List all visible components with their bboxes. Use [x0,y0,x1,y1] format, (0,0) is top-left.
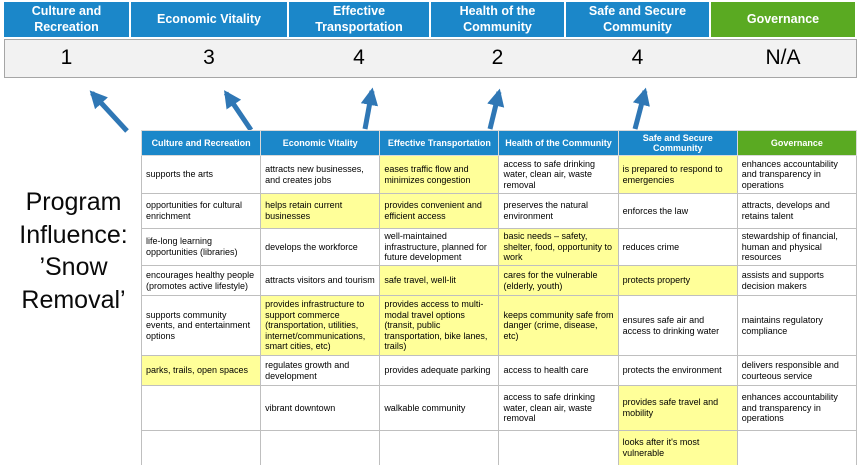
matrix-cell-r2-c6: attracts, develops and retains talent [736,193,858,229]
matrix-cell-r5-c1: supports community events, and entertain… [140,295,262,356]
page-title: Program Influence: ’Snow Removal’ [19,188,128,314]
matrix-cell-r5-c3: provides access to multi-modal travel op… [379,295,500,356]
matrix-cell-r6-c6: delivers responsible and courteous servi… [736,355,858,386]
matrix-cell-r5-c2: provides infrastructure to support comme… [260,295,381,356]
matrix-cell-r1-c4: access to safe drinking water, clean air… [498,155,619,194]
matrix-cell-r4-c3: safe travel, well-lit [379,265,500,296]
matrix-header-economic-vitality: Economic Vitality [260,130,381,156]
matrix-cell-r8-c5: looks after it's most vulnerable [617,430,738,465]
matrix-cell-r7-c5: provides safe travel and mobility [617,385,738,431]
arrow-up-economic-icon [223,90,254,132]
matrix-cell-r3-c2: develops the workforce [260,228,381,266]
matrix-cell-r7-c4: access to safe drinking water, clean air… [498,385,619,431]
matrix-cell-r8-c3 [379,430,500,465]
matrix-header-safe-and-secure-community: Safe and Secure Community [617,130,738,156]
influence-matrix: Culture and Recreation Economic Vitality E… [140,130,858,465]
matrix-cell-r3-c3: well-maintained infrastructure, planned … [379,228,500,266]
matrix-cell-r1-c2: attracts new businesses, and creates job… [260,155,381,194]
matrix-cell-r3-c6: stewardship of financial, human and phys… [736,228,858,266]
matrix-row-8: looks after it's most vulnerable [140,430,858,465]
score-governance: N/A [765,46,801,69]
matrix-cell-r6-c2: regulates growth and development [260,355,381,386]
matrix-cell-r8-c6 [736,430,858,465]
matrix-cell-r8-c1 [140,430,262,465]
matrix-row-1: supports the arts attracts new businesses… [140,155,858,194]
matrix-cell-r8-c2 [260,430,381,465]
arrow-up-safe-icon [632,87,650,130]
matrix-row-5: supports community events, and entertain… [140,295,858,356]
matrix-cell-r5-c4: keeps community safe from danger (crime,… [498,295,619,356]
matrix-header-effective-transportation: Effective Transportation [379,130,500,156]
matrix-cell-r3-c5: reduces crime [617,228,738,266]
matrix-cell-r1-c1: supports the arts [140,155,262,194]
matrix-cell-r2-c2: helps retain current businesses [260,193,381,229]
matrix-row-7: vibrant downtown walkable community access… [140,385,858,431]
matrix-cell-r4-c1: encourages healthy people (promotes acti… [140,265,262,296]
matrix-cell-r6-c5: protects the environment [617,355,738,386]
score-culture-and-recreation: 1 [60,46,73,69]
matrix-cell-r1-c6: enhances accountability and transparency… [736,155,858,194]
matrix-header-culture-and-recreation: Culture and Recreation [140,130,262,156]
score-safe-and-secure-community: 4 [631,46,644,69]
scoreboard-header-safe-and-secure-community: Safe and Secure Community [566,2,709,37]
matrix-cell-r7-c1 [140,385,262,431]
matrix-row-3: life-long learning opportunities (librar… [140,228,858,266]
matrix-header-governance: Governance [736,130,858,156]
matrix-cell-r4-c6: assists and supports decision makers [736,265,858,296]
scoreboard-header-effective-transportation: Effective Transportation [289,2,429,37]
matrix-cell-r6-c4: access to health care [498,355,619,386]
scoreboard-headers: Culture and Recreation Economic Vitality E… [4,2,855,37]
score-effective-transportation: 4 [353,46,365,69]
matrix-header-row: Culture and Recreation Economic Vitality E… [140,130,858,156]
matrix-cell-r4-c4: cares for the vulnerable (elderly, youth… [498,265,619,296]
scoreboard-header-culture-and-recreation: Culture and Recreation [4,2,129,37]
matrix-cell-r3-c4: basic needs – safety, shelter, food, opp… [498,228,619,266]
matrix-cell-r6-c1: parks, trails, open spaces [140,355,262,386]
score-health-of-the-community: 2 [491,46,504,69]
score-band [4,39,857,78]
matrix-cell-r7-c6: enhances accountability and transparency… [736,385,858,431]
matrix-cell-r1-c5: is prepared to respond to emergencies [617,155,738,194]
matrix-cell-r2-c4: preserves the natural environment [498,193,619,229]
matrix-cell-r4-c5: protects property [617,265,738,296]
matrix-cell-r4-c2: attracts visitors and tourism [260,265,381,296]
matrix-row-6: parks, trails, open spaces regulates grow… [140,355,858,386]
score-values: 1 3 4 2 4 N/A [4,39,855,77]
matrix-cell-r5-c6: maintains regulatory compliance [736,295,858,356]
scoreboard-header-economic-vitality: Economic Vitality [131,2,287,37]
matrix-cell-r7-c3: walkable community [379,385,500,431]
matrix-row-4: encourages healthy people (promotes acti… [140,265,858,296]
matrix-header-health-of-the-community: Health of the Community [498,130,619,156]
arrow-up-transportation-icon [360,87,379,130]
arrow-up-health-icon [487,88,505,130]
matrix-cell-r2-c1: opportunities for cultural enrichment [140,193,262,229]
arrow-up-culture-icon [89,90,129,133]
matrix-cell-r3-c1: life-long learning opportunities (librar… [140,228,262,266]
score-economic-vitality: 3 [203,46,215,69]
scoreboard-header-health-of-the-community: Health of the Community [431,2,564,37]
matrix-row-2: opportunities for cultural enrichment hel… [140,193,858,229]
matrix-cell-r1-c3: eases traffic flow and minimizes congest… [379,155,500,194]
scoreboard-header-governance: Governance [711,2,855,37]
matrix-cell-r7-c2: vibrant downtown [260,385,381,431]
matrix-cell-r2-c3: provides convenient and efficient access [379,193,500,229]
matrix-cell-r5-c5: ensures safe air and access to drinking … [617,295,738,356]
matrix-cell-r6-c3: provides adequate parking [379,355,500,386]
matrix-cell-r2-c5: enforces the law [617,193,738,229]
matrix-cell-r8-c4 [498,430,619,465]
